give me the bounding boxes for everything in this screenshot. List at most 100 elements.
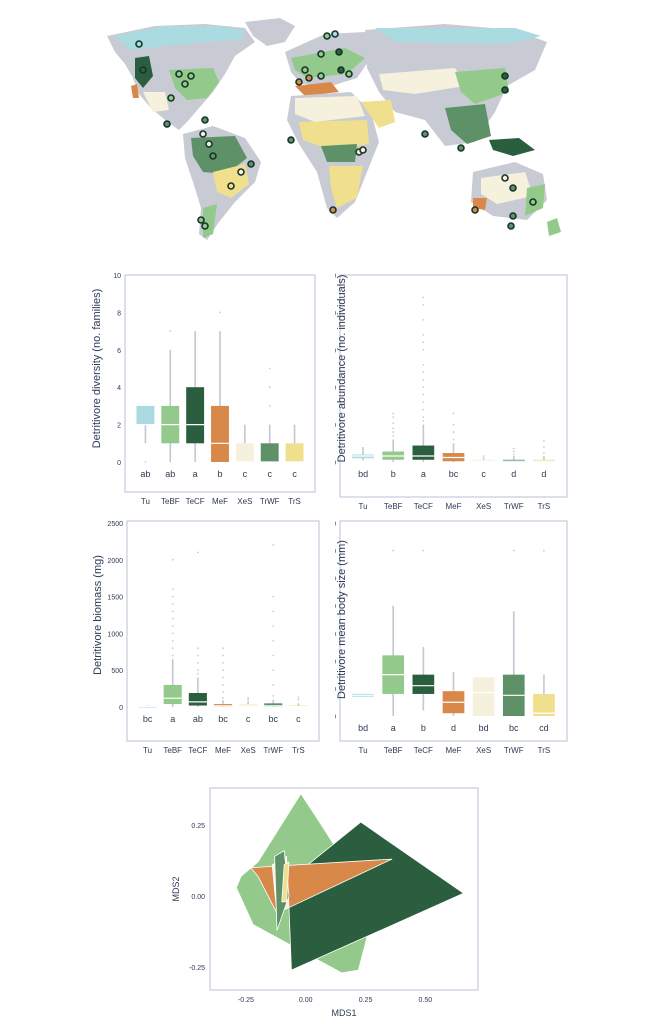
group-letter: c	[246, 714, 251, 724]
x-tick-label: MeF	[446, 746, 462, 755]
plot-panel	[124, 274, 316, 493]
outlier-point	[512, 450, 515, 453]
outlier-point	[392, 416, 395, 419]
outlier-point	[171, 625, 174, 627]
outlier-point	[543, 446, 545, 448]
group-letter: d	[541, 469, 546, 479]
outlier-point	[422, 304, 425, 306]
site-marker	[305, 74, 313, 82]
biomass-boxplot: 0 500 1000 1500 2000 2500 Detritivore biomass …	[92, 520, 320, 755]
site-marker	[359, 146, 367, 154]
outlier-point	[422, 341, 425, 344]
box-Tu	[136, 405, 155, 425]
group-letter: d	[451, 723, 456, 733]
box-TrS	[533, 693, 555, 716]
site-marker	[201, 116, 209, 124]
sample-sites	[135, 30, 537, 230]
y-tick-label: 2500	[107, 521, 123, 528]
x-tick-label: 0.50	[419, 997, 433, 1004]
y-tick-label: 60	[335, 549, 336, 556]
outlier-point	[452, 423, 455, 426]
outlier-point	[392, 412, 395, 415]
site-marker	[175, 70, 183, 78]
x-tick-label: XeS	[237, 497, 252, 506]
group-letter: c	[292, 469, 297, 479]
outlier-point	[422, 363, 425, 366]
site-marker	[237, 168, 245, 176]
outlier-point	[171, 610, 174, 613]
x-tick-label: TrS	[538, 746, 551, 755]
site-marker	[507, 222, 515, 230]
x-tick-label: TeBF	[163, 746, 182, 755]
x-tick-label: 0.25	[359, 997, 373, 1004]
biome-tropical-forest-africa	[321, 144, 357, 162]
site-marker	[317, 50, 325, 58]
x-tick-label: MeF	[446, 502, 462, 511]
world-biome-map	[107, 18, 561, 240]
biome-xeric-na	[143, 92, 169, 112]
site-marker	[163, 120, 171, 128]
biome-tropical-forest-sa	[191, 136, 247, 174]
site-marker	[197, 216, 205, 224]
group-letter: ab	[165, 469, 175, 479]
outlier-point	[422, 549, 425, 552]
outlier-point	[196, 669, 199, 672]
y-tick-label: 10	[113, 273, 121, 280]
site-marker	[247, 160, 255, 168]
group-letter: b	[217, 469, 222, 479]
group-letter: bc	[509, 723, 519, 733]
x-tick-label: XeS	[241, 746, 256, 755]
outlier-point	[196, 551, 199, 554]
biome-xeric-asia	[379, 68, 465, 94]
outlier-point	[422, 296, 425, 299]
outlier-point	[268, 367, 271, 370]
site-marker	[201, 222, 209, 230]
x-tick-label: TeBF	[384, 746, 403, 755]
group-letter: bc	[269, 714, 279, 724]
greenland	[245, 18, 295, 46]
group-letter: bc	[449, 469, 459, 479]
y-axis-label: MDS2	[171, 876, 181, 901]
outlier-point	[222, 661, 224, 664]
x-tick-label: TeCF	[188, 746, 207, 755]
y-tick-label: 200	[335, 310, 336, 317]
outlier-point	[272, 639, 275, 642]
site-marker	[205, 140, 213, 148]
body-size-boxplot: 0 10 20 30 40 50 60 70 Detritivore mean body siz…	[335, 520, 568, 755]
y-tick-label: 0.00	[191, 894, 205, 901]
outlier-point	[196, 647, 199, 650]
outlier-point	[222, 676, 224, 679]
box-TeCF	[188, 693, 207, 706]
outlier-point	[171, 647, 174, 650]
site-marker	[509, 184, 517, 192]
outlier-point	[272, 625, 275, 627]
plot-panel	[126, 520, 320, 742]
x-tick-label: TeCF	[186, 497, 205, 506]
x-tick-label: TeCF	[414, 746, 433, 755]
y-tick-label: 50	[335, 576, 336, 583]
biome-mediterranean-eu	[295, 82, 339, 96]
outlier-point	[171, 654, 174, 657]
box-TeCF	[186, 387, 205, 444]
outlier-point	[272, 610, 275, 613]
y-tick-label: 0	[119, 705, 123, 712]
group-letter: c	[267, 469, 272, 479]
outlier-point	[171, 588, 174, 591]
biome-tropical-asia	[445, 104, 491, 144]
x-tick-label: TeBF	[384, 502, 403, 511]
outlier-point	[422, 348, 425, 351]
outlier-point	[171, 558, 174, 561]
box-TeCF	[412, 674, 435, 694]
outlier-point	[422, 419, 425, 422]
outlier-point	[247, 698, 250, 701]
outlier-point	[482, 455, 485, 457]
x-tick-label: Tu	[141, 497, 150, 506]
biome-se-asia-islands	[489, 138, 535, 156]
abundance-boxplot: 0 50 100 150 200 250Detritivore abundance (no…	[335, 273, 568, 511]
site-marker	[287, 136, 295, 144]
y-tick-label: 150	[335, 348, 336, 355]
group-letter: d	[511, 469, 516, 479]
site-marker	[335, 48, 343, 56]
y-tick-label: 500	[111, 668, 123, 675]
outlier-point	[422, 393, 425, 396]
